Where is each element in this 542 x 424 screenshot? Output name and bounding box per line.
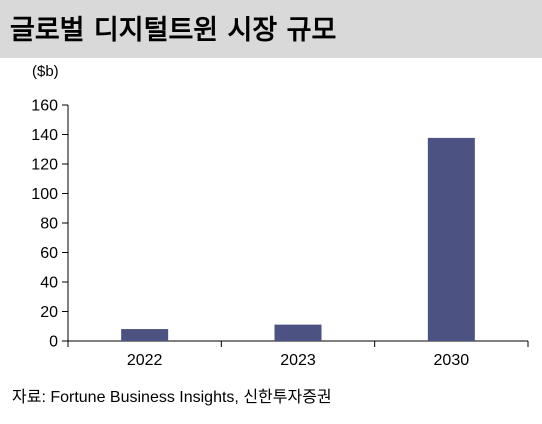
source-note: 자료: Fortune Business Insights, 신한투자증권 <box>12 389 332 406</box>
y-tick-label: 100 <box>31 186 58 203</box>
y-axis: 0 20 40 60 80 100 120 140 160 <box>31 98 69 351</box>
y-tick-label: 80 <box>40 216 58 233</box>
chart-title: 글로벌 디지털트윈 시장 규모 <box>10 15 337 46</box>
chart-title-bar: 글로벌 디지털트윈 시장 규모 <box>0 0 542 58</box>
x-tick-label: 2023 <box>280 352 316 369</box>
y-tick-label: 160 <box>31 98 58 115</box>
y-axis-unit-label: ($b) <box>32 63 59 80</box>
y-tick-label: 20 <box>40 304 58 321</box>
bar-2030 <box>427 137 475 341</box>
x-tick-label: 2022 <box>127 352 163 369</box>
y-tick-label: 140 <box>31 127 58 144</box>
x-axis: 2022 2023 2030 <box>67 340 529 369</box>
bar-2023 <box>274 324 322 341</box>
y-tick-label: 60 <box>40 245 58 262</box>
bars <box>121 137 475 341</box>
y-tick-label: 0 <box>49 334 58 351</box>
x-tick-label: 2030 <box>434 352 470 369</box>
y-tick-label: 40 <box>40 275 58 292</box>
bar-2022 <box>121 329 169 341</box>
y-tick-label: 120 <box>31 157 58 174</box>
